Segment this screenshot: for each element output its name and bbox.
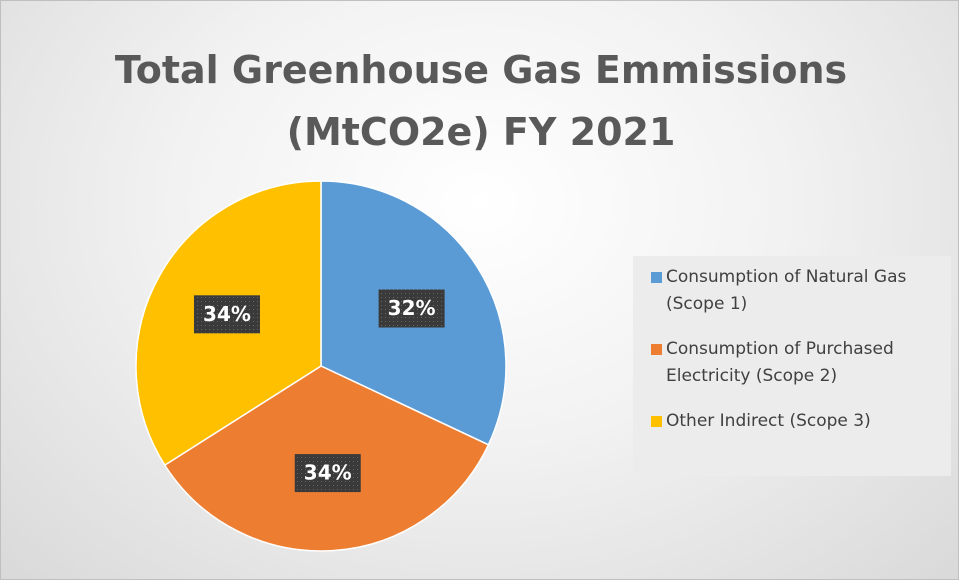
- legend-text: Consumption of Natural Gas (Scope 1): [666, 267, 907, 314]
- data-label: 34%: [304, 461, 352, 485]
- data-label-box: [193, 295, 260, 334]
- legend: Consumption of Natural Gas (Scope 1) Cons…: [633, 256, 951, 476]
- legend-text: Consumption of Purchased Electricity (Sc…: [666, 339, 894, 386]
- legend-text: Other Indirect (Scope 3): [666, 411, 871, 431]
- legend-item: Consumption of Natural Gas (Scope 1): [651, 264, 956, 318]
- legend-swatch: [651, 272, 662, 283]
- data-label-box: [294, 454, 361, 493]
- legend-swatch: [651, 344, 662, 355]
- legend-item: Consumption of Purchased Electricity (Sc…: [651, 336, 956, 390]
- data-label-box: [378, 289, 445, 328]
- data-label: 34%: [203, 302, 251, 326]
- legend-item: Other Indirect (Scope 3): [651, 408, 956, 435]
- legend-swatch: [651, 416, 662, 427]
- chart-title: Total Greenhouse Gas Emmissions (MtCO2e)…: [114, 48, 848, 154]
- data-label: 32%: [388, 296, 436, 320]
